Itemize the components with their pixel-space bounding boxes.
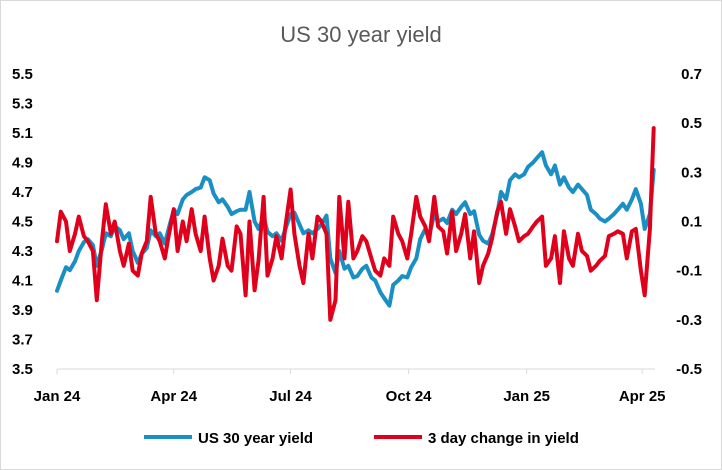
left-tick-label: 4.7	[12, 184, 33, 201]
chart-title: US 30 year yield	[280, 22, 441, 47]
left-tick-label: 5.3	[12, 96, 33, 113]
left-tick-label: 5.1	[12, 125, 33, 142]
x-tick-label: Oct 24	[386, 388, 433, 405]
x-tick-label: Jan 25	[503, 388, 550, 405]
left-tick-label: 4.1	[12, 273, 33, 290]
x-axis-ticks: Jan 24 Apr 24 Jul 24 Oct 24 Jan 25 Apr 25	[34, 369, 666, 405]
legend-label: US 30 year yield	[198, 430, 313, 447]
left-tick-label: 4.5	[12, 214, 33, 231]
right-tick-label: 0.1	[681, 214, 702, 231]
right-tick-label: 0.7	[681, 66, 702, 83]
x-tick-label: Jan 24	[34, 388, 81, 405]
right-tick-label: 0.3	[681, 164, 702, 181]
right-tick-label: -0.5	[676, 361, 702, 378]
right-tick-label: -0.3	[676, 312, 702, 329]
left-tick-label: 3.5	[12, 361, 33, 378]
x-tick-label: Jul 24	[269, 388, 312, 405]
left-tick-label: 3.9	[12, 302, 33, 319]
left-tick-label: 4.9	[12, 155, 33, 172]
right-tick-label: -0.1	[676, 263, 702, 280]
three-day-change-line	[55, 126, 656, 322]
x-tick-label: Apr 25	[619, 388, 666, 405]
x-tick-label: Apr 24	[150, 388, 197, 405]
right-tick-label: 0.5	[681, 115, 702, 132]
legend-label: 3 day change in yield	[428, 430, 579, 447]
series-layer	[55, 126, 656, 322]
left-tick-label: 5.5	[12, 66, 33, 83]
left-axis-ticks: 5.5 5.3 5.1 4.9 4.7 4.5 4.3 4.1 3.9 3.7 3.5	[12, 66, 33, 378]
right-axis-ticks: 0.7 0.5 0.3 0.1 -0.1 -0.3 -0.5	[676, 66, 702, 378]
left-tick-label: 3.7	[12, 332, 33, 349]
legend: US 30 year yield 3 day change in yield	[144, 430, 579, 447]
left-tick-label: 4.3	[12, 243, 33, 260]
